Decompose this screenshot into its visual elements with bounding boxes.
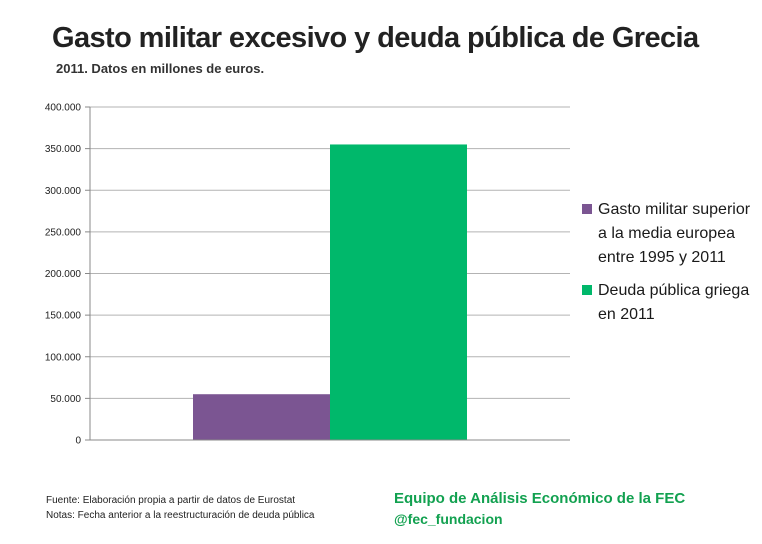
brand-handle: @fec_fundacion (394, 511, 503, 527)
chart-subtitle: 2011. Datos en millones de euros. (56, 61, 265, 76)
y-tick-label: 150.000 (45, 311, 82, 322)
legend-item-gasto-militar: Gasto militar superior a la media europe… (582, 198, 757, 270)
chart-legend: Gasto militar superior a la media europe… (582, 198, 757, 336)
chart-title: Gasto militar excesivo y deuda pública d… (52, 22, 699, 54)
bar-0 (193, 394, 330, 440)
bar-chart: 0 50.000 100.000 150.000 200.000 250.000 300.0… (45, 103, 570, 447)
footnotes: Fuente: Elaboración propia a partir de d… (46, 493, 315, 523)
source-note: Fuente: Elaboración propia a partir de d… (46, 495, 296, 506)
notes-note: Notas: Fecha anterior a la reestructurac… (46, 510, 315, 521)
legend-swatch-deuda-publica (582, 285, 592, 295)
brand-name: Equipo de Análisis Económico de la FEC (394, 490, 686, 507)
y-tick-label: 400.000 (45, 103, 82, 114)
brand-block: Equipo de Análisis Económico de la FEC @… (394, 489, 685, 529)
y-tick-label: 300.000 (45, 186, 82, 197)
y-tick-label: 100.000 (45, 352, 82, 363)
y-tick-label: 200.000 (45, 269, 82, 280)
legend-swatch-gasto-militar (582, 204, 592, 214)
y-tick-label: 0 (75, 436, 81, 447)
legend-item-deuda-publica: Deuda pública griega en 2011 (582, 279, 757, 327)
bar-1 (330, 144, 467, 440)
legend-label-deuda-publica: Deuda pública griega en 2011 (598, 282, 750, 323)
y-tick-label: 350.000 (45, 144, 82, 155)
legend-label-gasto-militar: Gasto militar superior a la media europe… (598, 201, 751, 266)
y-tick-label: 50.000 (50, 394, 81, 405)
y-tick-label: 250.000 (45, 227, 82, 238)
